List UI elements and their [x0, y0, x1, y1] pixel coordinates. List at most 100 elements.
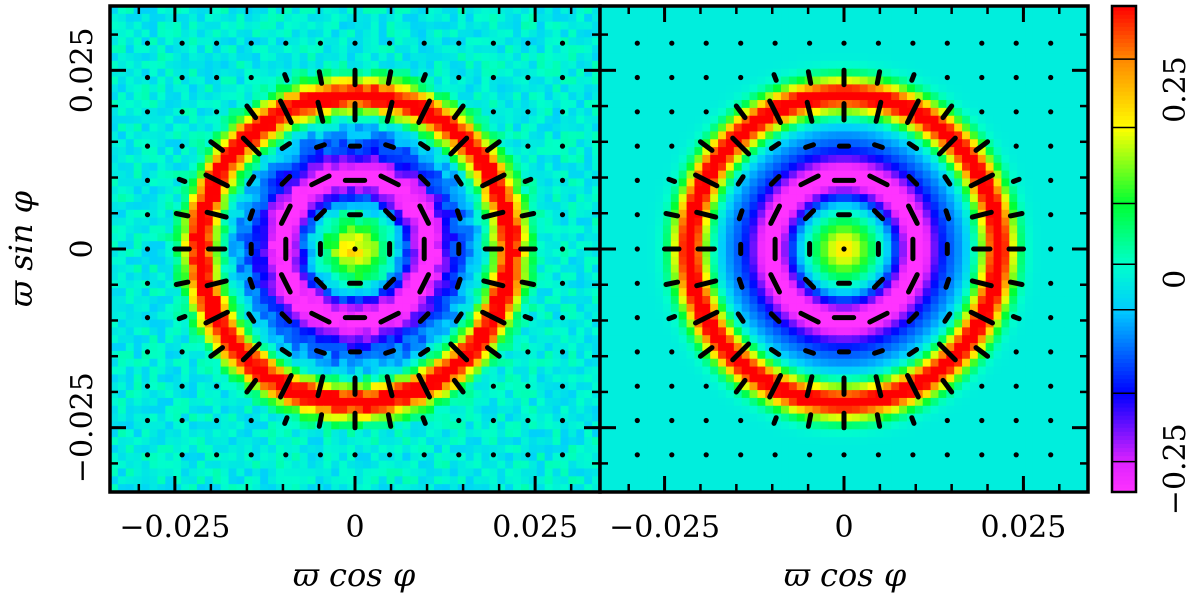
heatmap-cell	[1048, 21, 1058, 31]
heatmap-cell	[165, 178, 174, 187]
heatmap-cell	[977, 53, 987, 62]
heatmap-cell	[710, 13, 719, 23]
heatmap-cell	[236, 100, 245, 109]
heatmap-cell	[189, 256, 198, 266]
heatmap-cell	[362, 100, 372, 109]
heatmap-cell	[291, 429, 301, 438]
heatmap-cell	[457, 170, 467, 180]
heatmap-cell	[867, 107, 877, 117]
heatmap-cell	[859, 53, 869, 62]
heatmap-cell	[418, 343, 427, 352]
heatmap-cell	[110, 60, 119, 70]
heatmap-cell	[851, 29, 861, 38]
heatmap-cell	[189, 60, 198, 70]
heatmap-cell	[196, 256, 206, 266]
heatmap-cell	[844, 107, 853, 117]
heatmap-cell	[465, 476, 475, 485]
heatmap-cell	[204, 476, 214, 485]
heatmap-cell	[260, 147, 269, 156]
heatmap-cell	[110, 272, 119, 281]
heatmap-cell	[844, 60, 853, 70]
heatmap-cell	[914, 6, 924, 15]
heatmap-cell	[339, 413, 348, 423]
heatmap-cell	[473, 147, 483, 156]
heatmap-cell	[465, 194, 475, 203]
heatmap-cell	[899, 37, 908, 46]
heatmap-cell	[347, 429, 356, 438]
heatmap-cell	[922, 37, 932, 46]
heatmap-cell	[181, 390, 190, 399]
heatmap-cell	[844, 45, 853, 54]
heatmap-cell	[402, 84, 411, 93]
heatmap-cell	[969, 29, 979, 38]
heatmap-cell	[362, 280, 372, 289]
heatmap-cell	[157, 358, 166, 368]
heatmap-cell	[402, 296, 411, 305]
heatmap-cell	[520, 374, 530, 383]
heatmap-cell	[647, 29, 656, 38]
heatmap-cell	[149, 131, 159, 140]
heatmap-cell	[189, 139, 198, 148]
heatmap-cell	[236, 444, 245, 454]
heatmap-cell	[544, 217, 554, 227]
heatmap-cell	[173, 147, 182, 156]
heatmap-cell	[473, 76, 483, 85]
heatmap-cell	[473, 92, 483, 101]
heatmap-cell	[362, 217, 372, 227]
polarization-vector	[485, 345, 502, 359]
heatmap-cell	[702, 92, 711, 101]
heatmap-cell	[457, 397, 467, 407]
heatmap-cell	[181, 405, 190, 415]
heatmap-cell	[386, 405, 396, 415]
heatmap-cell	[307, 405, 317, 415]
heatmap-cell	[725, 53, 735, 62]
heatmap-cell	[204, 343, 214, 352]
heatmap-cell	[481, 225, 490, 234]
heatmap-cell	[536, 460, 546, 470]
heatmap-cell	[962, 68, 971, 78]
heatmap-cell	[212, 288, 222, 297]
heatmap-cell	[655, 107, 664, 117]
heatmap-cell	[402, 335, 411, 344]
x-tick-label: 0	[345, 510, 364, 545]
heatmap-cell	[426, 76, 435, 85]
heatmap-cell	[426, 37, 435, 46]
heatmap-cell	[268, 405, 277, 415]
heatmap-cell	[291, 484, 301, 493]
heatmap-cell	[481, 413, 490, 423]
y-tick-label: 0.025	[65, 27, 100, 113]
heatmap-cell	[125, 21, 135, 31]
heatmap-cell	[370, 201, 380, 211]
heatmap-cell	[718, 45, 727, 54]
heatmap-cell	[1017, 45, 1026, 54]
heatmap-cell	[875, 53, 884, 62]
heatmap-cell	[473, 45, 483, 54]
heatmap-cell	[181, 162, 190, 172]
heatmap-cell	[969, 84, 979, 93]
heatmap-cell	[323, 288, 332, 297]
heatmap-cell	[173, 21, 182, 31]
heatmap-cell	[220, 366, 230, 376]
heatmap-cell	[788, 53, 798, 62]
heatmap-cell	[497, 413, 506, 423]
heatmap-cell	[528, 107, 538, 117]
heatmap-cell	[859, 84, 869, 93]
heatmap-cell	[173, 343, 182, 352]
heatmap-cell	[323, 476, 332, 485]
heatmap-cell	[355, 264, 364, 274]
heatmap-cell	[544, 76, 554, 85]
heatmap-cell	[362, 29, 372, 38]
heatmap-cell	[165, 92, 174, 101]
heatmap-cell	[220, 162, 230, 172]
heatmap-cell	[1009, 53, 1018, 62]
heatmap-cell	[260, 468, 269, 477]
heatmap-cell	[576, 288, 585, 297]
heatmap-cell	[489, 201, 498, 211]
heatmap-cell	[607, 13, 617, 23]
heatmap-cell	[268, 311, 277, 321]
heatmap-cell	[275, 382, 285, 391]
heatmap-cell	[1017, 21, 1026, 31]
heatmap-cell	[418, 484, 427, 493]
heatmap-cell	[323, 421, 332, 430]
heatmap-cell	[181, 468, 190, 477]
